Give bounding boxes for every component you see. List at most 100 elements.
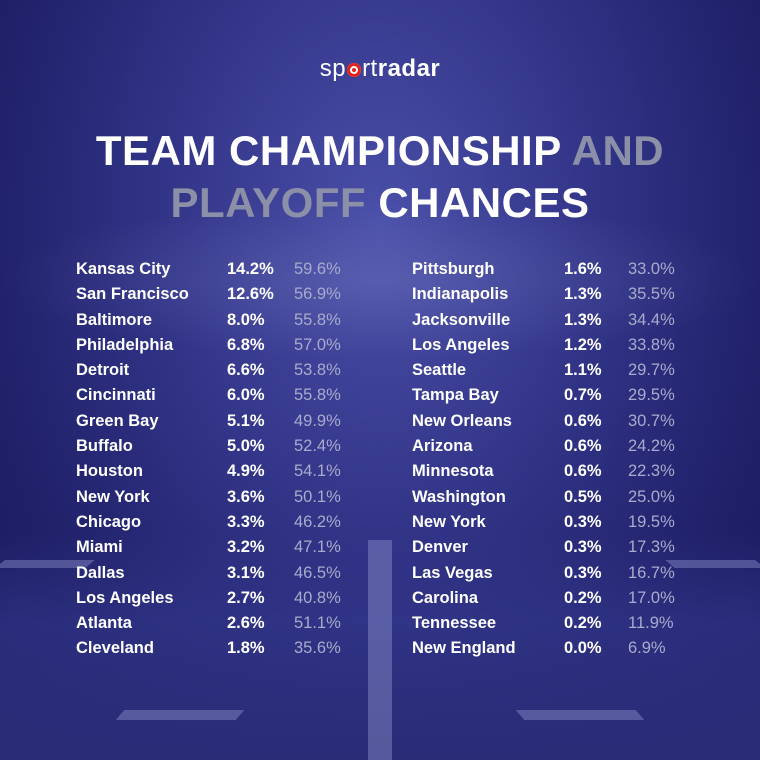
team-name: Minnesota [412,462,494,481]
playoff-chance: 49.9% [294,411,341,430]
championship-chance: 0.3% [564,512,602,531]
championship-chance: 14.2% [227,260,274,278]
team-name: Houston [76,462,143,481]
team-name: Chicago [76,512,142,531]
championship-chance: 1.8% [227,639,265,658]
team-name: Baltimore [76,310,153,329]
playoff-chance: 56.9% [294,285,341,304]
playoff-chance: 22.3% [628,462,675,481]
team-name: Pittsburgh [412,260,495,278]
championship-chance: 3.2% [227,538,265,557]
playoff-chance: 29.5% [628,386,675,405]
championship-chance: 0.2% [564,588,602,607]
team-name: San Francisco [76,285,189,304]
team-name: Denver [412,538,468,557]
playoff-chance: 54.1% [294,462,341,481]
championship-chance: 2.6% [227,614,265,633]
playoff-chance: 46.5% [294,563,341,582]
sideline [665,560,760,568]
team-name: Miami [76,538,123,557]
playoff-chance: 16.7% [628,563,675,582]
team-name: Las Vegas [412,563,493,582]
championship-chance: 0.6% [564,437,602,456]
playoff-chance: 29.7% [628,361,675,380]
championship-chance: 4.9% [227,462,265,481]
playoff-chance: 19.5% [628,512,675,531]
championship-chance: 2.7% [227,588,265,607]
championship-chance: 0.7% [564,386,602,405]
championship-chance: 8.0% [227,310,265,329]
playoff-chance: 50.1% [294,487,341,506]
team-name: Tennessee [412,614,497,633]
team-name: Arizona [412,437,473,456]
playoff-chance: 11.9% [628,614,674,633]
team-name: Dallas [76,563,125,582]
yard-marker [515,710,645,720]
team-name: Los Angeles [76,588,174,607]
championship-chance: 1.1% [564,361,602,380]
championship-chance: 1.3% [564,310,602,329]
team-name: New Orleans [412,411,512,430]
championship-chance: 5.1% [227,411,265,430]
playoff-chance: 33.8% [628,335,675,354]
team-name: Cleveland [76,639,154,658]
championship-chance: 0.5% [564,487,602,506]
team-name: Kansas City [76,260,171,278]
background-fog [0,200,760,360]
team-name: New York [412,512,486,531]
team-name: Atlanta [76,614,132,633]
playoff-chance: 47.1% [294,538,341,557]
team-name: Indianapolis [412,285,509,304]
championship-chance: 6.8% [227,335,265,354]
team-name: Philadelphia [76,335,174,354]
team-name: Washington [412,487,506,506]
playoff-chance: 55.8% [294,386,341,405]
playoff-chance: 24.2% [628,437,675,456]
playoff-chance: 35.5% [628,285,675,304]
team-name: New England [412,639,516,658]
championship-chance: 3.1% [227,563,265,582]
team-name: Green Bay [76,411,159,430]
championship-chance: 0.6% [564,411,602,430]
yard-marker [115,710,245,720]
championship-chance: 3.3% [227,512,265,531]
playoff-chance: 33.0% [628,260,675,278]
team-name: Buffalo [76,437,133,456]
yard-line [368,540,392,760]
sportradar-logo: sp rtradar [319,55,441,82]
page-title: TEAM CHAMPIONSHIP AND PLAYOFF CHANCES [95,127,665,226]
playoff-chance: 57.0% [294,335,341,354]
playoff-chance: 46.2% [294,512,341,531]
playoff-chance: 59.6% [294,260,341,278]
playoff-chance: 17.3% [628,538,675,557]
playoff-chance: 34.4% [628,310,675,329]
championship-chance: 1.3% [564,285,602,304]
team-name: Seattle [412,361,467,380]
playoff-chance: 17.0% [628,588,675,607]
championship-chance: 0.3% [564,563,602,582]
playoff-chance: 55.8% [294,310,341,329]
playoff-chance: 25.0% [628,487,675,506]
championship-chance: 12.6% [227,285,274,304]
playoff-chance: 40.8% [294,588,341,607]
championship-chance: 5.0% [227,437,265,456]
team-name: Carolina [412,588,479,607]
team-name: Jacksonville [412,310,511,329]
championship-chance: 0.6% [564,462,602,481]
playoff-chance: 51.1% [294,614,341,633]
team-name: Tampa Bay [412,386,499,405]
championship-chance: 0.3% [564,538,602,557]
championship-chance: 0.0% [564,639,602,658]
championship-chance: 6.0% [227,386,265,405]
playoff-chance: 30.7% [628,411,675,430]
championship-chance: 3.6% [227,487,265,506]
championship-chance: 6.6% [227,361,265,380]
playoff-chance: 6.9% [628,639,666,658]
team-name: New York [76,487,150,506]
championship-chance: 0.2% [564,614,602,633]
championship-chance: 1.6% [564,260,602,278]
playoff-chance: 53.8% [294,361,341,380]
championship-chance: 1.2% [564,335,602,354]
football-field-background [0,530,760,760]
